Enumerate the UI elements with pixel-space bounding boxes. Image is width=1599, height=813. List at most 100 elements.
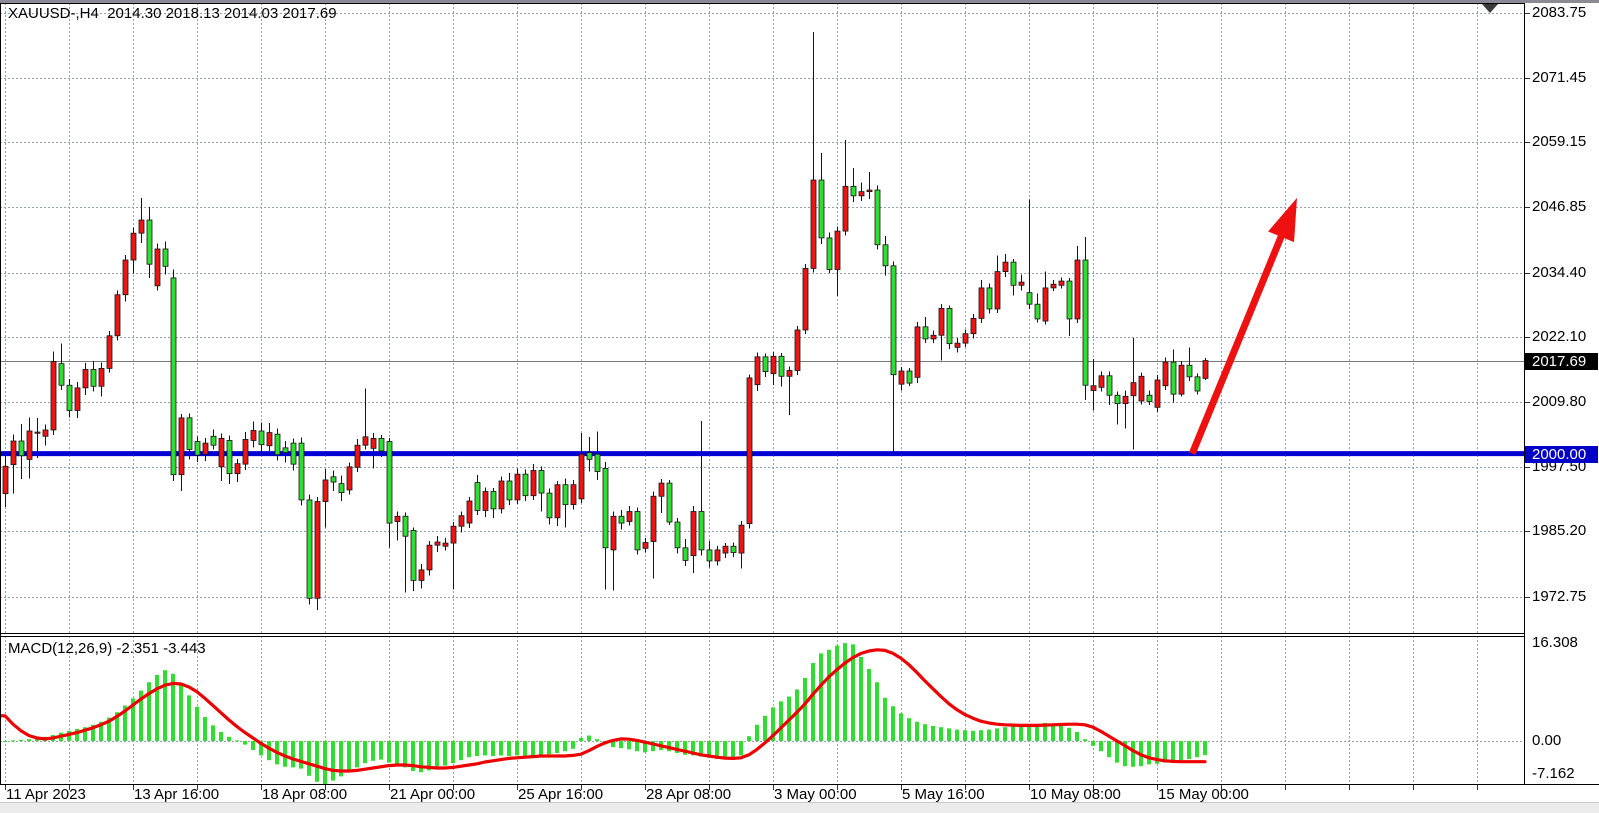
macd-scale-label-zero: 0.00	[1532, 732, 1562, 749]
macd-histogram-bar	[1123, 741, 1127, 767]
macd-histogram-bar	[995, 728, 999, 741]
macd-histogram-bar	[523, 741, 527, 756]
candle-bullish	[530, 470, 537, 497]
macd-histogram-bar	[891, 706, 895, 741]
candle-bullish	[1074, 259, 1081, 320]
candle-bearish	[306, 499, 313, 599]
candle-bullish	[650, 495, 657, 542]
macd-histogram-bar	[283, 741, 287, 767]
candle-bullish	[970, 318, 977, 335]
candle-bullish	[362, 436, 369, 446]
price-axis-label: 2059.15	[1532, 133, 1587, 151]
macd-indicator-name: MACD(12,26,9)	[8, 640, 113, 657]
time-axis-label: 18 Apr 08:00	[262, 786, 348, 803]
macd-histogram-bar	[411, 741, 415, 771]
macd-histogram-bar	[11, 740, 15, 742]
candle-bearish	[378, 437, 385, 452]
macd-histogram-bar	[739, 741, 743, 756]
candle-bearish	[826, 237, 833, 270]
candle-bearish	[666, 482, 673, 523]
macd-histogram-bar	[643, 741, 647, 753]
candle-bearish	[946, 308, 953, 345]
macd-histogram-bar	[419, 741, 423, 773]
candle-bullish	[1178, 364, 1185, 395]
candle-bullish	[482, 491, 489, 511]
candle-bearish	[1170, 361, 1177, 395]
candle-bullish	[746, 377, 753, 525]
macd-histogram-bar	[859, 657, 863, 741]
macd-histogram-bar	[1155, 741, 1159, 764]
macd-histogram-bar	[899, 713, 903, 741]
candle-bearish	[146, 219, 153, 265]
macd-histogram-bar	[811, 663, 815, 741]
candle-bullish	[218, 437, 225, 468]
candle-bearish	[1082, 259, 1089, 386]
macd-histogram-bar	[627, 741, 631, 750]
candle-bearish	[66, 384, 73, 411]
macd-histogram-bar	[691, 741, 695, 756]
candle-bullish	[714, 549, 721, 562]
macd-histogram-bar	[619, 741, 623, 749]
macd-histogram-bar	[819, 653, 823, 741]
candle-bearish	[386, 441, 393, 524]
candle-bullish	[418, 569, 425, 581]
macd-histogram-bar	[1203, 741, 1207, 756]
macd-histogram-bar	[827, 649, 831, 741]
candle-bearish	[210, 435, 217, 446]
candle-bearish	[490, 491, 497, 510]
macd-histogram-bar	[979, 730, 983, 741]
candle-bullish	[202, 442, 209, 455]
candle-bullish	[114, 294, 121, 337]
trend-arrow-shaft	[1188, 231, 1286, 455]
macd-histogram-bar	[491, 741, 495, 756]
candle-bearish	[778, 355, 785, 377]
candle-bullish	[1098, 375, 1105, 388]
macd-histogram-bar	[1131, 741, 1135, 767]
macd-histogram-bar	[1019, 725, 1023, 741]
candle-bearish	[194, 441, 201, 456]
macd-histogram-bar	[1099, 741, 1103, 752]
macd-histogram-bar	[715, 741, 719, 759]
candle-bearish	[538, 470, 545, 494]
candle-bullish	[954, 342, 961, 348]
candle-bullish	[458, 515, 465, 527]
candle-bearish	[522, 473, 529, 497]
macd-histogram-bar	[227, 736, 231, 741]
candle-bullish	[610, 515, 617, 551]
candle-bearish	[1114, 394, 1121, 405]
candle-bullish	[370, 437, 377, 449]
macd-histogram-bar	[915, 721, 919, 741]
macd-histogram-bar	[579, 738, 583, 741]
candle-bullish	[1130, 382, 1137, 397]
trend-arrow-head	[1268, 197, 1297, 243]
candle-bullish	[1154, 379, 1161, 408]
candle-bullish	[722, 545, 729, 554]
current-price-badge: 2017.69	[1525, 352, 1598, 370]
macd-scale-label-max: 16.308	[1532, 634, 1578, 652]
hline-price-badge: 2000.00	[1525, 445, 1598, 463]
candle-bullish	[578, 453, 585, 500]
macd-histogram-bar	[795, 689, 799, 741]
macd-histogram-bar	[683, 741, 687, 755]
candle-bullish	[514, 473, 521, 501]
macd-histogram-bar	[1043, 723, 1047, 741]
price-axis-label: 2071.45	[1532, 68, 1587, 86]
macd-histogram-bar	[19, 739, 23, 741]
macd-histogram-bar	[483, 741, 487, 756]
candle-bullish	[554, 484, 561, 519]
candle-bearish	[274, 433, 281, 456]
macd-histogram-bar	[515, 741, 519, 756]
macd-histogram-bar	[467, 741, 471, 758]
macd-histogram-bar	[1011, 726, 1015, 741]
candle-bullish	[914, 326, 921, 378]
candle-bearish	[58, 363, 65, 386]
candle-bullish	[50, 361, 57, 431]
macd-histogram-bar	[875, 682, 879, 741]
candle-bullish	[978, 287, 985, 319]
macd-histogram-bar	[83, 727, 87, 741]
macd-histogram-bar	[987, 729, 991, 741]
macd-histogram-bar	[1115, 741, 1119, 763]
macd-histogram-bar	[195, 706, 199, 741]
ohlc-values: 2014.30 2018.13 2014.03 2017.69	[107, 5, 337, 22]
